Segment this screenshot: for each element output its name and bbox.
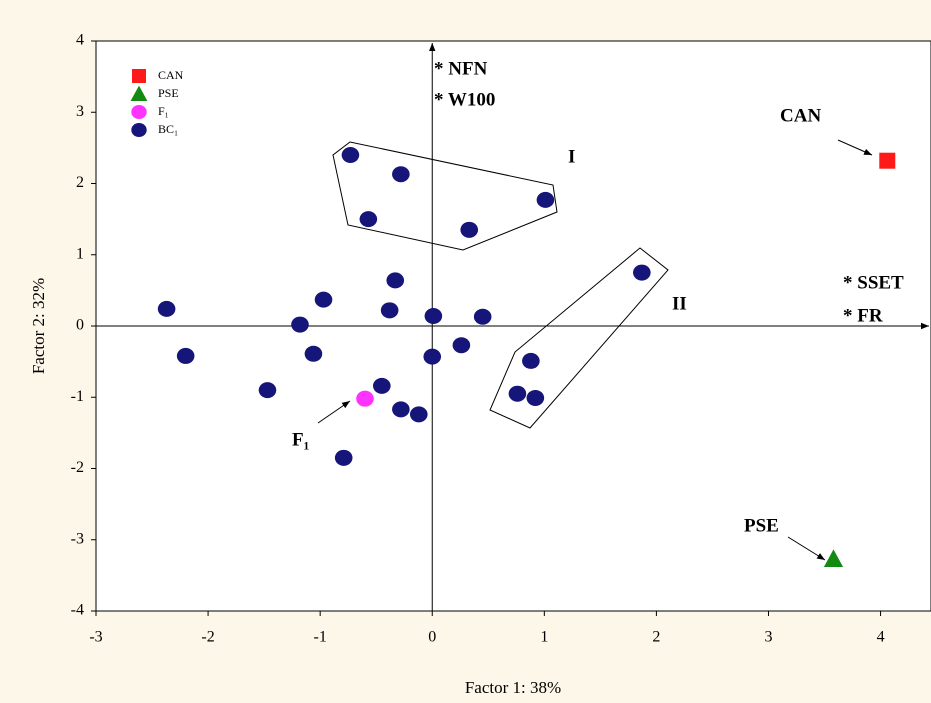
point (356, 390, 374, 407)
point (409, 406, 428, 423)
legend-swatch (130, 85, 148, 101)
y-tick-label: -2 (71, 459, 84, 476)
point (359, 211, 378, 228)
y-tick-label: 3 (76, 103, 84, 120)
y-axis-title: Factor 2: 32% (29, 278, 48, 374)
point (392, 166, 410, 183)
y-tick-label: -3 (71, 530, 84, 547)
x-tick-label: -3 (89, 629, 102, 646)
x-tick-label: -2 (201, 629, 214, 646)
point (157, 300, 176, 317)
y-tick-label: 0 (76, 317, 84, 334)
group-outline (332, 141, 558, 251)
annotation: I (568, 146, 575, 167)
legend-swatch (131, 123, 147, 137)
y-tick-label: -4 (71, 602, 84, 619)
legend-swatch (131, 105, 147, 119)
point (341, 147, 360, 163)
arrow (787, 536, 826, 561)
point (508, 385, 527, 402)
annotation: F₁ (292, 429, 309, 450)
point (424, 308, 443, 325)
arrow (317, 400, 351, 424)
point (373, 377, 391, 394)
legend-swatch (132, 69, 146, 83)
y-tick-label: 1 (76, 245, 84, 262)
group-outline (489, 247, 669, 429)
point (386, 272, 405, 289)
arrow (837, 139, 873, 156)
point (314, 291, 333, 308)
point (823, 549, 844, 567)
annotation: * SSET (843, 272, 904, 293)
point (176, 347, 195, 364)
annotation: PSE (744, 515, 779, 536)
legend-label: F₁ (158, 104, 169, 118)
x-tick-label: 1 (540, 629, 548, 646)
legend-label: PSE (158, 86, 179, 100)
x-tick-label: 4 (877, 629, 885, 646)
x-tick-label: 0 (428, 629, 436, 646)
annotation: * NFN (434, 58, 488, 79)
legend-label: BC₁ (158, 122, 178, 136)
point (304, 345, 323, 362)
point (423, 348, 442, 365)
y-tick-label: -1 (71, 388, 84, 405)
y-tick-label: 4 (76, 32, 84, 49)
annotation: * FR (843, 305, 883, 326)
x-tick-label: -1 (313, 629, 326, 646)
point (526, 389, 545, 406)
point (879, 152, 896, 169)
y-tick-label: 2 (76, 174, 84, 191)
x-tick-label: 3 (764, 629, 772, 646)
legend-label: CAN (158, 68, 184, 82)
point (291, 316, 309, 333)
point (536, 191, 555, 208)
point (334, 449, 353, 466)
point (380, 302, 399, 319)
annotation: * W100 (434, 89, 495, 110)
point (633, 264, 651, 281)
annotation: II (672, 293, 687, 314)
point (460, 221, 479, 238)
point (452, 337, 471, 354)
point (258, 382, 277, 399)
point (473, 308, 492, 325)
point (522, 352, 540, 369)
x-axis-title: Factor 1: 38% (465, 678, 561, 697)
point (392, 401, 410, 418)
x-tick-label: 2 (652, 629, 660, 646)
annotation: CAN (780, 105, 821, 126)
